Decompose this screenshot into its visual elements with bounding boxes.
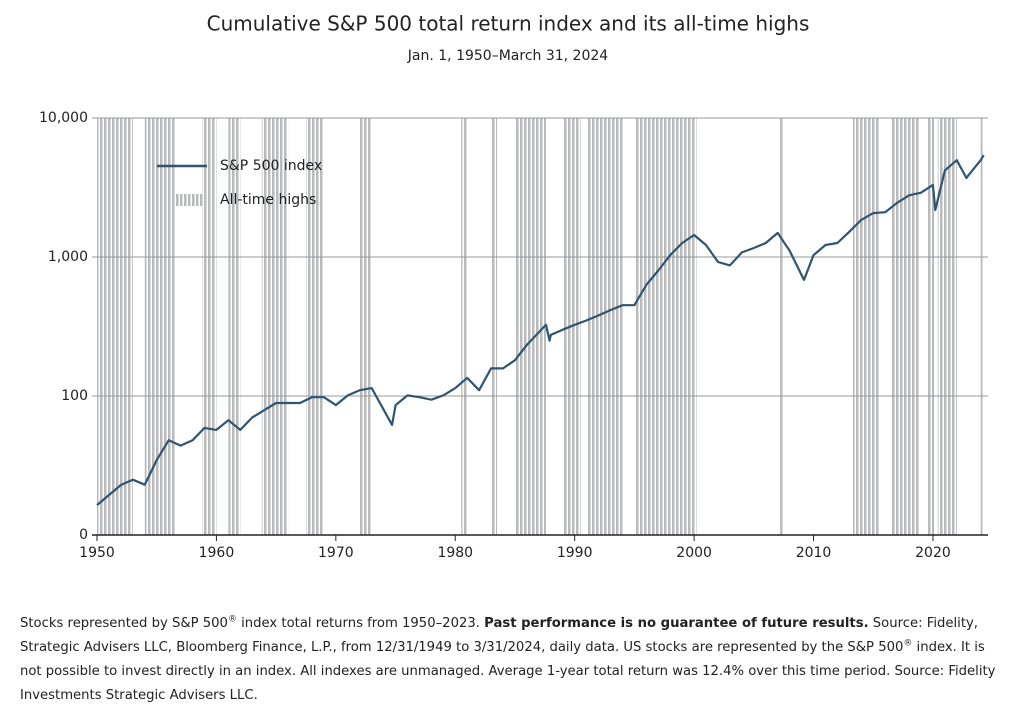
chart-subtitle: Jan. 1, 1950–March 31, 2024 [407, 48, 608, 64]
legend-label: All-time highs [220, 192, 316, 208]
footnote-part: index total returns from 1950–2023. [236, 616, 485, 631]
footnote-part: Stocks represented by S&P 500 [20, 616, 228, 631]
x-tick-label: 1960 [199, 545, 235, 561]
footnote-part: Source: Fidelity, Strategic Advisers LLC… [20, 616, 978, 655]
footnote-part: index. It is not possible to invest dire… [20, 640, 996, 703]
legend-swatch [157, 194, 207, 206]
all-time-high-bar [202, 118, 217, 535]
x-tick-label: 1970 [318, 545, 354, 561]
all-time-high-bar [144, 118, 175, 535]
all-time-high-bar [586, 118, 623, 535]
index-line [96, 154, 985, 506]
footnote: Stocks represented by S&P 500® index tot… [20, 612, 1010, 708]
all-time-high-bar [926, 118, 935, 535]
all-time-high-bar [461, 118, 468, 535]
all-time-high-bar [780, 118, 784, 535]
footnote-part: ® [903, 638, 913, 649]
y-tick-label: 1,000 [48, 249, 88, 265]
all-time-high-bar [852, 118, 880, 535]
all-time-high-bar [514, 118, 547, 535]
x-tick-label: 1990 [557, 545, 593, 561]
y-tick-label: 0 [79, 527, 88, 543]
x-tick-label: 1980 [437, 545, 473, 561]
all-time-high-bar [305, 118, 324, 535]
all-time-high-bar [97, 118, 133, 535]
all-time-high-bar [980, 118, 984, 535]
chart: Cumulative S&P 500 total return index an… [39, 12, 988, 561]
all-time-high-bar [491, 118, 498, 535]
all-time-high-bar [261, 118, 289, 535]
footnote-part: ® [227, 614, 237, 625]
all-time-high-bar [359, 118, 372, 535]
x-tick-label: 1950 [79, 545, 115, 561]
footnote-part: Past performance is no guarantee of futu… [484, 616, 869, 631]
chart-title: Cumulative S&P 500 total return index an… [207, 12, 810, 36]
y-tick-label: 100 [61, 388, 88, 404]
x-tick-label: 2000 [676, 545, 712, 561]
all-time-high-bar [937, 118, 957, 535]
x-tick-label: 2020 [915, 545, 951, 561]
legend-label: S&P 500 index [220, 158, 322, 174]
x-tick-label: 2010 [796, 545, 832, 561]
all-time-high-bar [228, 118, 241, 535]
all-time-high-bar [891, 118, 919, 535]
y-tick-label: 10,000 [39, 110, 88, 126]
all-time-high-bar [634, 118, 697, 535]
